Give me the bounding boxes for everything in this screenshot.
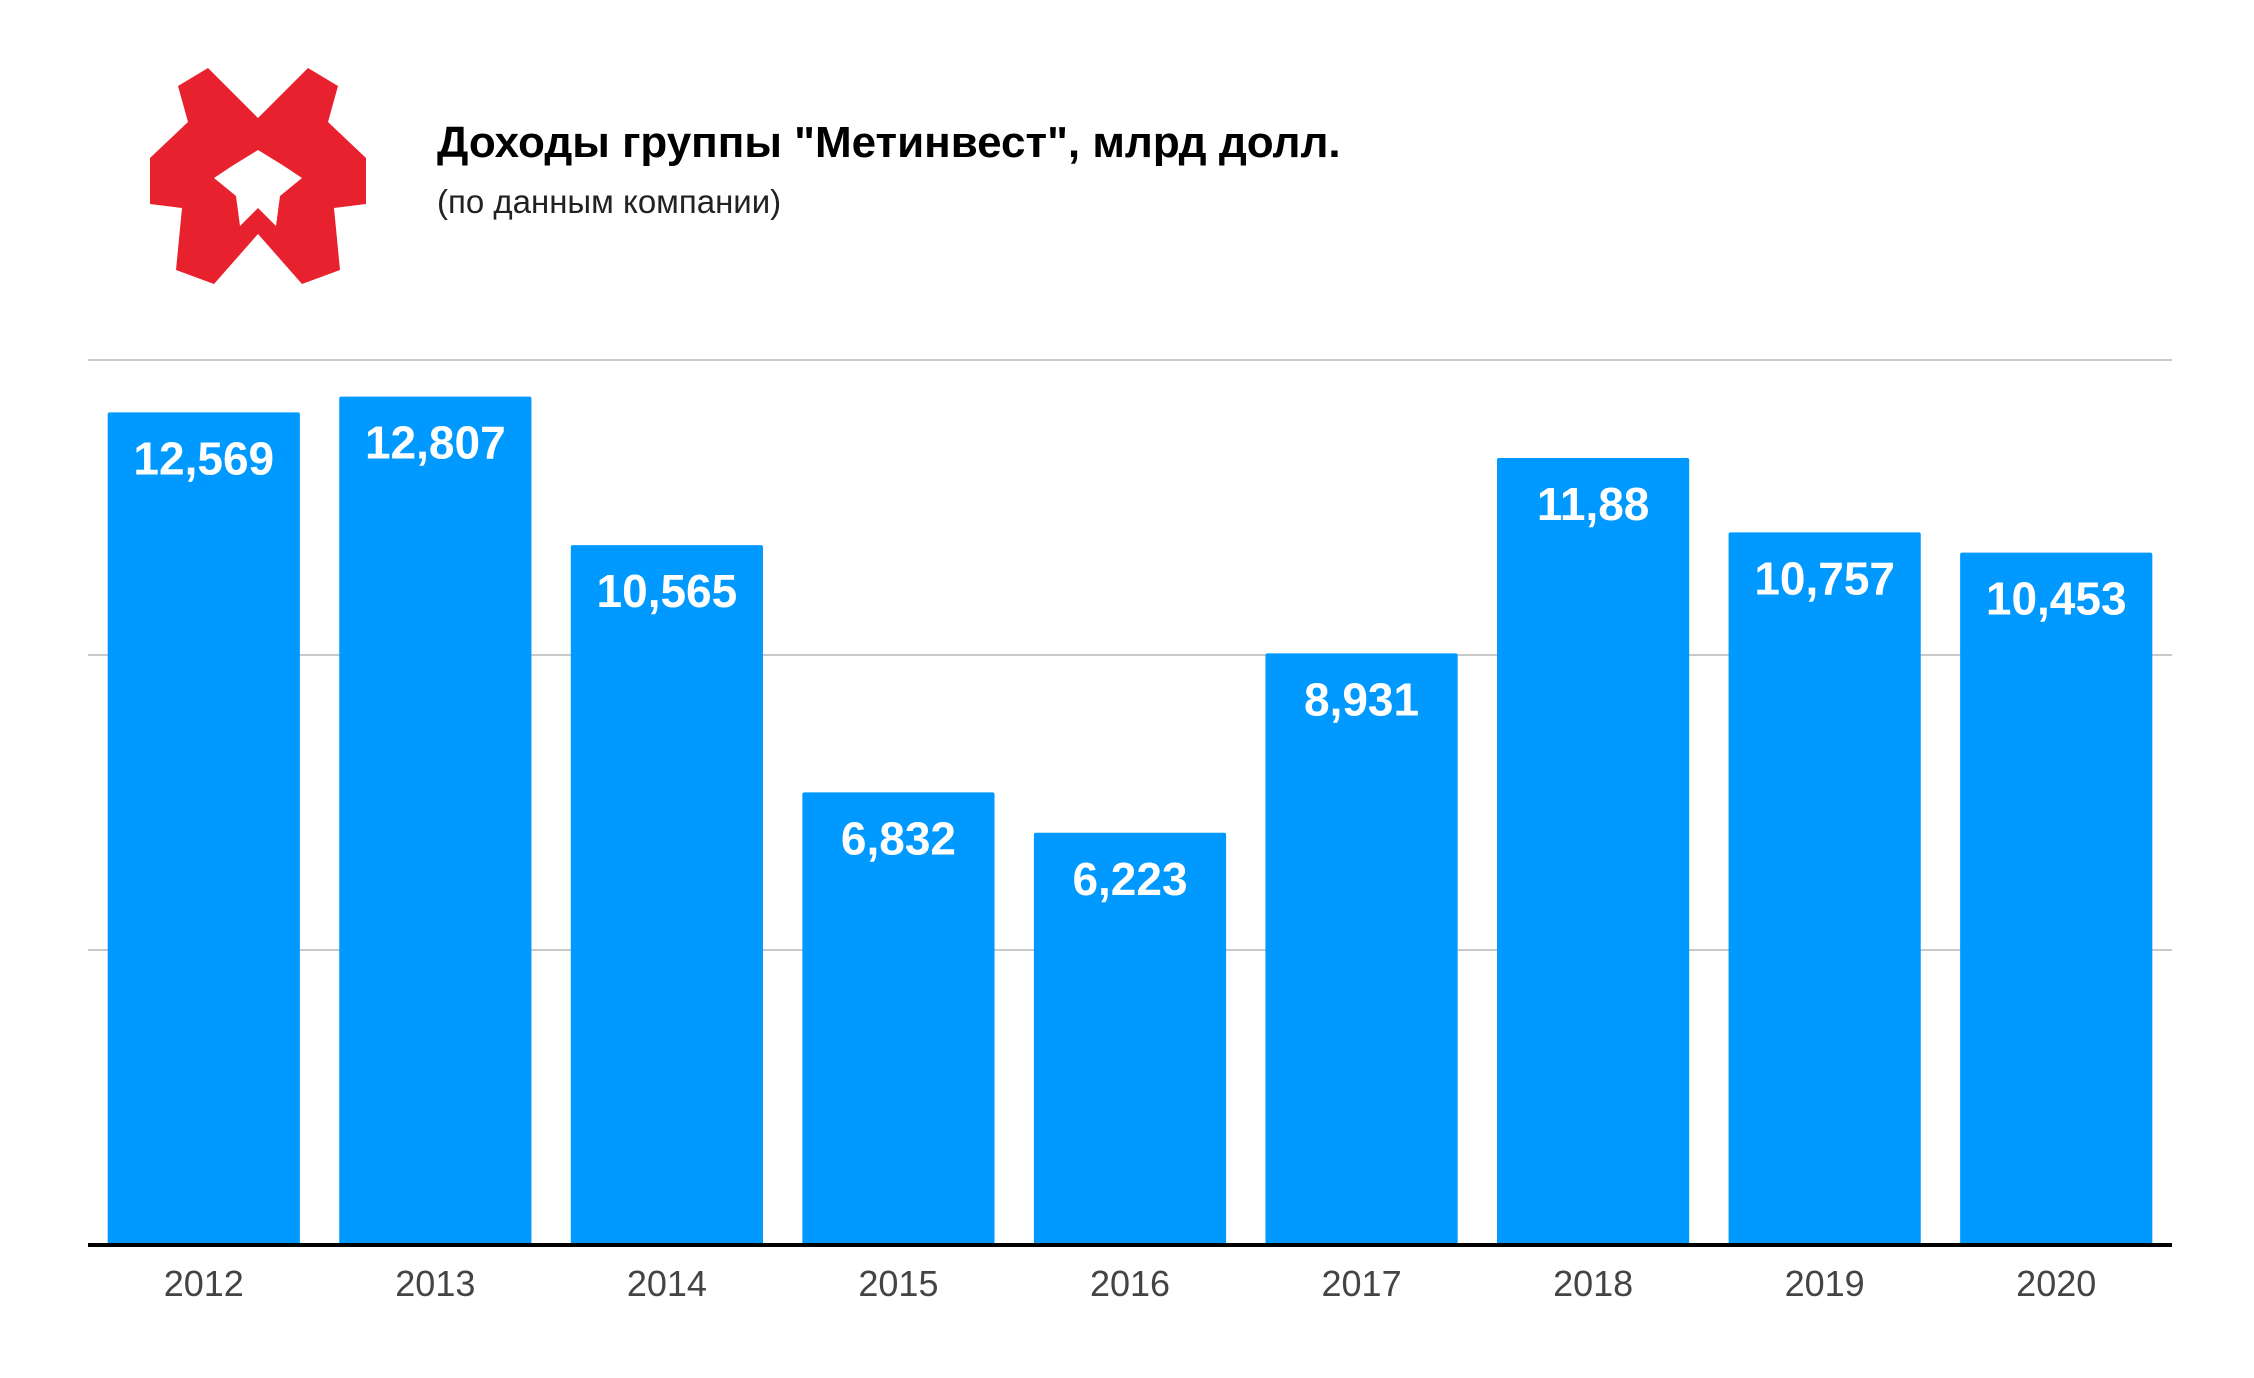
bar [1265,653,1458,1245]
bar-value-label: 11,88 [1537,478,1650,530]
chart-title: Доходы группы "Метинвест", млрд долл. [437,118,1341,167]
bar-value-label: 6,832 [841,812,956,864]
x-tick-label: 2018 [1553,1263,1633,1304]
bar [1033,832,1227,1245]
bar-value-label: 10,453 [1986,573,2127,625]
bar [1960,552,2153,1245]
x-tick-label: 2012 [164,1263,244,1304]
x-tick-label: 2016 [1090,1263,1170,1304]
bar-value-label: 10,757 [1754,552,1895,604]
bar [802,792,995,1245]
x-tick-label: 2020 [2016,1263,2096,1304]
bar-value-label: 12,569 [133,432,274,484]
metinvest-logo-icon [150,68,366,284]
x-tick-label: 2013 [395,1263,475,1304]
bar [1728,532,1921,1245]
x-tick-label: 2019 [1785,1263,1865,1304]
x-tick-label: 2017 [1322,1263,1402,1304]
bar [1497,458,1690,1245]
bar-value-label: 8,931 [1304,673,1419,725]
bar [339,396,532,1246]
bar-value-label: 10,565 [597,565,738,617]
x-tick-label: 2014 [627,1263,707,1304]
chart-subtitle: (по данным компании) [437,183,782,220]
bar-value-label: 6,223 [1072,853,1187,905]
x-tick-label: 2015 [858,1263,938,1304]
bar-value-label: 12,807 [365,417,506,469]
bar [107,412,300,1245]
bar [570,545,763,1245]
